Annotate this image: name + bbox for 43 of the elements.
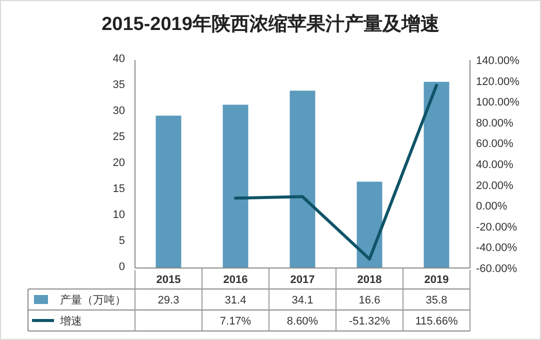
y-tick-label: 30 (112, 105, 125, 117)
x-tick-label: 2016 (223, 274, 248, 286)
y-tick-label: 5 (118, 235, 125, 247)
x-tick-label: 2017 (290, 274, 315, 286)
y2-tick-label: 100.00% (476, 96, 520, 109)
data-label: 34.1 (292, 294, 314, 306)
bar (424, 82, 450, 268)
y2-tick-label: 120.00% (476, 76, 520, 88)
x-tick-label: 2018 (357, 274, 382, 286)
y-tick-label: 35 (112, 79, 125, 91)
y-tick-label: 0 (118, 261, 125, 273)
bar (156, 116, 182, 268)
x-tick-label: 2019 (424, 274, 449, 286)
data-label: 16.6 (358, 294, 380, 306)
y2-tick-label: 80.00% (476, 117, 514, 130)
data-label: 35.8 (426, 294, 448, 306)
data-label: 29.3 (158, 294, 180, 306)
bar (356, 182, 382, 268)
chart-title: 2015-2019年陕西浓缩苹果汁产量及增速 (102, 13, 440, 35)
line-series (234, 84, 438, 260)
legend-label: 增速 (59, 314, 82, 328)
bar (222, 104, 248, 268)
y-tick-label: 10 (112, 209, 125, 221)
data-label: 31.4 (224, 294, 246, 306)
data-label: 115.66% (415, 316, 458, 328)
y2-tick-label: -20.00% (476, 221, 518, 234)
y2-tick-label: 20.00% (476, 180, 514, 192)
y2-tick-label: -40.00% (476, 242, 518, 254)
y2-tick-label: 0.00% (476, 200, 508, 213)
legend-label: 产量（万吨） (60, 294, 126, 306)
data-label: -51.32% (349, 316, 390, 328)
x-tick-label: 2015 (156, 274, 181, 286)
bar (290, 90, 316, 268)
y2-tick-label: 60.00% (476, 138, 514, 150)
y-tick-label: 25 (112, 131, 125, 143)
data-label: 7.17% (220, 316, 252, 328)
y-tick-label: 15 (112, 183, 125, 195)
y2-tick-label: 40.00% (476, 159, 514, 171)
data-label: 8.60% (286, 316, 318, 328)
y-tick-label: 40 (112, 53, 125, 65)
y2-tick-label: 140.00% (476, 55, 520, 67)
y-tick-label: 20 (112, 157, 125, 169)
y2-tick-label: -60.00% (476, 263, 518, 275)
